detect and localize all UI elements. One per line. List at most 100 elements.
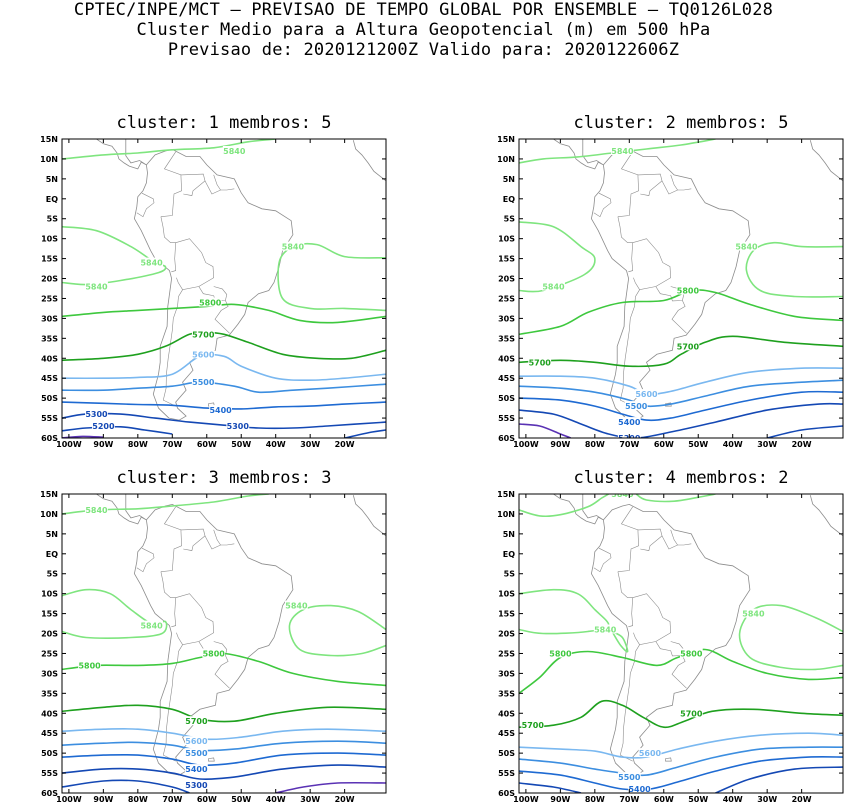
panel-3-central-america-coast [96,494,147,525]
panel-1-lat-label: 5N [46,175,58,184]
panel-3-contour-5400 [62,752,386,767]
panel-1-contour-label-bg [191,329,215,339]
panel-3-country-border [162,644,183,762]
panel-2-contour-5400 [519,390,843,422]
panel-4-lat-label: EQ [503,550,515,559]
panel-3-contour-label-bg [185,748,208,758]
panel-2-contour-label: 5800 [677,287,700,296]
panel-3-contour-label: 5500 [185,749,208,758]
panel-3-contour-5500 [62,740,386,752]
panel-4-contour-5500 [519,746,843,777]
panel-2-lat-label: 15N [497,135,515,144]
panel-3-contour-label-bg [78,660,101,670]
panel-1-lat-label: 45S [41,374,58,383]
panel-1-plot-area: 5840 5840 5840 5840 5800 5700 5600 5500 5400 5300… [62,119,386,438]
panel-3-contour-5700 [62,704,386,723]
panel-2-contour-label-bg [735,241,758,251]
panel-1-lon-label: 50W [231,440,251,449]
panel-2-contour-5600 [519,367,843,396]
panel-2-lon-label: 80W [585,440,605,449]
panel-4-lat-label: 10S [498,590,515,599]
panel-4-country-border [655,641,685,657]
panel-1-contour-5840 [62,225,167,286]
panel-3-contour-5200 [275,781,386,793]
panel-2-lat-label: 25S [498,295,515,304]
panel-3-lat-label: 30S [41,669,58,678]
panel-4-caribbean-island [614,474,635,481]
panel-4-lon-label: 80W [585,795,605,803]
panel-1-contour-5600 [62,353,386,382]
panel-4-contour-label-bg [617,772,641,782]
panel-4-lat-label: 30S [498,669,515,678]
panel-3-contour-label-bg [85,504,108,514]
panel-4-country-border [637,528,663,551]
panel-4-lon-label: 70W [619,795,639,803]
panel-3-contour-label: 5840 [140,622,163,631]
panel-1-lat-label: 10S [41,235,58,244]
panel-1-lat-label: 15S [41,255,58,264]
panel-4-country-border [617,571,634,628]
panel-2-contour-label: 5400 [618,418,641,427]
panel-2-contour-label: 5840 [611,147,634,156]
panel-1-lon-label: 40W [266,440,286,449]
panel-2-contour-label-bg [624,401,648,411]
panel-4-lat-label: 35S [498,689,515,698]
panel-title-2: cluster: 2 membros: 5 [573,113,789,133]
panel-3-lat-label: 35S [41,689,58,698]
panel-4-lat-label: 15N [497,490,515,499]
panel-2-country-border [617,216,634,273]
panel-3-country-border [213,529,221,546]
header-line-1: CPTEC/INPE/MCT — PREVISAO DE TEMPO GLOBA… [73,0,774,20]
panel-3-contour-label: 5840 [85,506,108,515]
panel-3-lon-label: 90W [93,795,113,803]
panel-1-contour-label-bg [209,405,232,415]
panel-1-contour-label: 5700 [192,330,215,339]
panel-4-lat-label: 5S [504,570,516,579]
panel-4-plot-area: 5840 5840 5840 5800 5800 5700 5700 5600 5500 5400 [519,474,843,794]
panel-2-contour-5500 [519,379,843,408]
panel-3-country-border [175,593,215,646]
panel-4-contour-label: 5400 [628,785,651,794]
panel-1-contour-label: 5400 [209,406,232,415]
panel-1-lat-label: 20S [41,275,58,284]
panel-3-country-border [214,655,230,689]
panel-1-contour-label: 5840 [282,243,305,252]
panel-1-contour-5840 [277,242,386,312]
panel-4-lat-label: 50S [498,749,515,758]
panel-1-lat-label: 60S [41,434,58,443]
panel-2-lon-label: 90W [550,440,570,449]
panel-2-country-border [617,151,639,217]
panel-1-country-border [180,173,206,196]
panel-2-lon-label: 100W [513,440,539,449]
panel-1-lat-label: 5S [47,215,59,224]
panel-4-contour-label: 5600 [639,749,662,758]
panel-1-country-border [162,289,183,407]
panel-2-lon-label: 40W [723,440,743,449]
panel-3-contour-5600 [62,728,386,741]
panel-3-contour-5300 [62,764,386,781]
panel-2-country-border [670,174,678,191]
panel-2-lat-label: 20S [498,275,515,284]
panel-1-lat-label: 10N [40,155,58,164]
panel-3-south-america-coast [133,503,294,776]
panel-1-lat-label: 25S [41,295,58,304]
panel-3-contour-label: 5700 [185,717,208,726]
panel-3-lon-label: 80W [128,795,148,803]
panel-1-lat-label: 55S [41,414,58,423]
panel-1-caribbean-island [157,119,178,126]
panel-4-lon-label: 50W [688,795,708,803]
panel-1-contour-5840 [62,139,276,160]
panel-3-country-border [160,506,182,572]
panel-4-contour-5840 [611,630,629,653]
panel-4-contour-5840 [738,604,843,671]
panel-4-contour-label-bg [628,784,651,793]
panel-1-lon-label: 70W [162,440,182,449]
panel-4-lon-label: 90W [550,795,570,803]
panel-1-lon-label: 30W [300,440,320,449]
panel-3-lat-label: 5N [46,530,58,539]
panel-2-contour-label: 5700 [529,358,552,367]
panel-3-lat-label: 15S [41,610,58,619]
panel-3-lon-label: 20W [335,795,355,803]
